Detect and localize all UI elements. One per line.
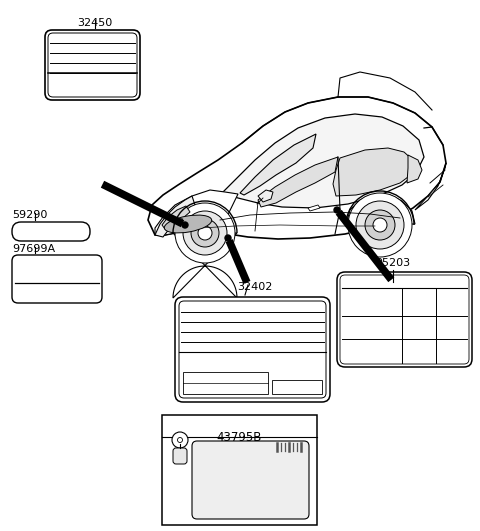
FancyBboxPatch shape — [12, 255, 102, 303]
FancyBboxPatch shape — [179, 301, 326, 398]
Polygon shape — [222, 114, 424, 208]
Circle shape — [225, 235, 231, 241]
FancyBboxPatch shape — [12, 222, 90, 241]
Polygon shape — [415, 163, 446, 210]
Bar — [272, 380, 322, 394]
Text: 32402: 32402 — [237, 282, 273, 292]
Circle shape — [373, 218, 387, 232]
Text: 32450: 32450 — [77, 18, 113, 28]
Circle shape — [334, 207, 340, 213]
Bar — [162, 415, 317, 525]
Ellipse shape — [164, 215, 212, 233]
Polygon shape — [174, 218, 183, 223]
Text: 97699A: 97699A — [12, 244, 55, 254]
Text: 43795B: 43795B — [217, 431, 262, 444]
Polygon shape — [258, 190, 273, 202]
Bar — [183, 372, 268, 394]
Circle shape — [183, 211, 227, 255]
Polygon shape — [173, 233, 237, 298]
Polygon shape — [258, 157, 338, 207]
Polygon shape — [240, 134, 316, 195]
FancyBboxPatch shape — [45, 30, 140, 100]
Polygon shape — [162, 206, 190, 229]
Circle shape — [182, 222, 188, 228]
FancyBboxPatch shape — [48, 33, 137, 97]
FancyBboxPatch shape — [340, 275, 469, 364]
Polygon shape — [407, 155, 422, 183]
Circle shape — [178, 438, 182, 442]
Polygon shape — [155, 196, 195, 237]
Circle shape — [356, 201, 404, 249]
Polygon shape — [333, 148, 415, 196]
Circle shape — [175, 203, 235, 263]
Text: 59290: 59290 — [12, 210, 48, 220]
FancyBboxPatch shape — [337, 272, 472, 367]
FancyBboxPatch shape — [192, 441, 309, 519]
Text: 05203: 05203 — [375, 258, 410, 268]
Polygon shape — [308, 205, 320, 211]
Polygon shape — [148, 97, 446, 239]
Circle shape — [172, 432, 188, 448]
FancyBboxPatch shape — [173, 448, 187, 464]
Polygon shape — [346, 194, 415, 225]
FancyBboxPatch shape — [175, 297, 330, 402]
Polygon shape — [155, 190, 238, 235]
Circle shape — [365, 210, 395, 240]
Circle shape — [191, 219, 219, 247]
Circle shape — [348, 193, 412, 257]
Circle shape — [198, 226, 212, 240]
